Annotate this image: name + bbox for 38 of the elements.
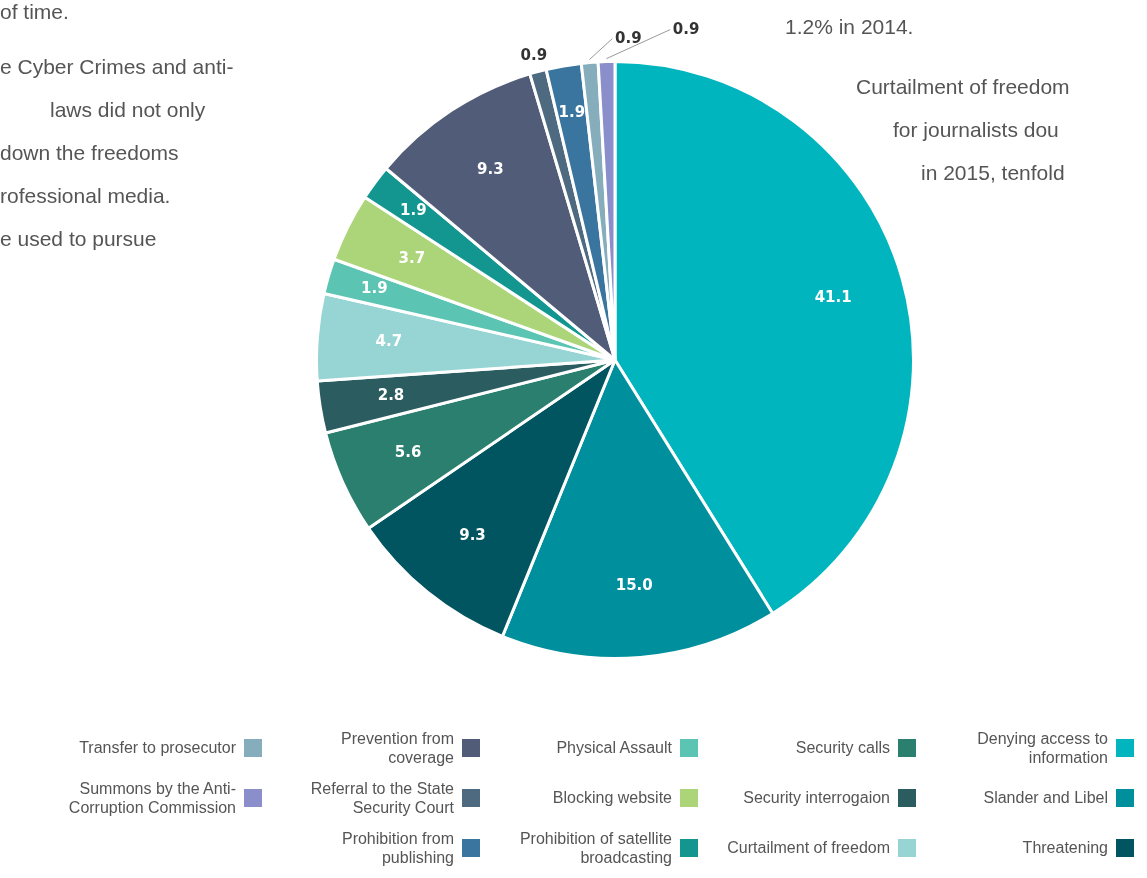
data-label: 41.1 [814,287,852,306]
text: 1.2% in 2014. [785,15,914,39]
data-label: 4.7 [375,332,403,351]
data-label: 5.6 [394,443,422,462]
data-label: 15.0 [615,575,653,594]
legend-label: Prohibition from publishing [340,828,454,868]
data-label: 3.7 [398,249,426,268]
data-label: 1.9 [558,102,586,121]
legend-label: Summons by the Anti-Corruption Commission [67,778,236,818]
data-label: 1.9 [361,279,388,298]
legend-label: Blocking website [552,788,672,808]
legend-label: Threatening [1022,838,1108,858]
data-label: 0.9 [615,28,642,47]
data-label: 9.3 [477,160,504,179]
legend-label: Prevention from coverage [340,728,454,768]
text: e Cyber Crimes and anti- [0,55,234,79]
text: in 2015, tenfold [921,161,1065,185]
legend-label: Curtailment of freedom [727,838,890,858]
text: laws did not only [50,98,206,122]
legend-label: Prohibition of satellite broadcasting [518,828,672,868]
legend-label: Slander and Libel [983,788,1108,808]
legend-label: Security interrogaion [743,788,890,808]
data-label: 1.9 [400,200,427,219]
legend-label: Transfer to prosecutor [79,738,236,758]
data-label: 0.9 [672,19,700,38]
text: Curtailment of freedom [856,75,1070,99]
text: of time. [0,0,69,24]
text: down the freedoms [0,141,179,165]
data-label: 9.3 [459,526,486,545]
text: rofessional media. [0,184,171,208]
text: e used to pursue [0,227,157,251]
data-label: 2.8 [377,385,405,404]
legend-label: Physical Assault [556,738,672,758]
text: for journalists dou [893,118,1059,142]
legend-label: Security calls [795,738,890,758]
legend-label: Referral to the State Security Court [309,778,454,818]
legend-label: Denying access to information [976,728,1108,768]
data-label: 0.9 [520,46,548,65]
